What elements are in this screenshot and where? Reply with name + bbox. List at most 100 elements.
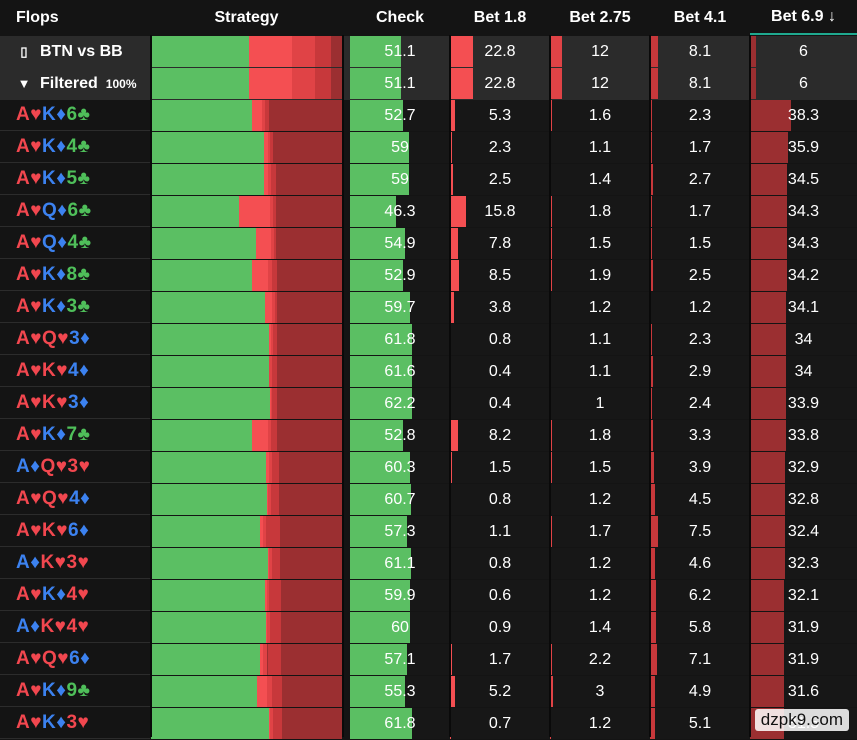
value-bet-1-8[interactable]: 1.1	[450, 516, 550, 547]
flop-cards[interactable]: A♥K♦5♣	[0, 164, 150, 195]
header-bet-4-1[interactable]: Bet 4.1	[650, 0, 750, 35]
value-bet-2-75[interactable]: 1.5	[550, 452, 650, 483]
value-bet-4-1[interactable]: 1.5	[650, 228, 750, 259]
value-bet-1-8[interactable]: 1.5	[450, 452, 550, 483]
value-bet-1-8[interactable]: 5.3	[450, 100, 550, 131]
value-bet-6-9[interactable]: 34.3	[750, 196, 857, 227]
header-flops[interactable]: Flops	[0, 0, 150, 35]
header-strategy[interactable]: Strategy	[151, 0, 342, 35]
flop-cards[interactable]: A♥K♦3♣	[0, 292, 150, 323]
value-bet-6-9[interactable]: 34	[750, 356, 857, 387]
value-bet-4-1[interactable]: 2.3	[650, 100, 750, 131]
value-bet-6-9[interactable]: 34.2	[750, 260, 857, 291]
value-bet-1-8[interactable]: 0.7	[450, 708, 550, 739]
flop-cards[interactable]: A♥K♦4♣	[0, 132, 150, 163]
value-bet-2-75[interactable]: 1.7	[550, 516, 650, 547]
value-bet-4-1[interactable]: 3.3	[650, 420, 750, 451]
value-bet-2-75[interactable]: 3	[550, 676, 650, 707]
value-bet-6-9[interactable]: 32.4	[750, 516, 857, 547]
value-check[interactable]: 52.7	[350, 100, 450, 131]
value-check[interactable]: 61.8	[350, 708, 450, 739]
flop-cards[interactable]: A♥Q♥6♦	[0, 644, 150, 675]
bookmark-icon[interactable]: ▯	[16, 44, 32, 60]
value-check[interactable]: 61.8	[350, 324, 450, 355]
flop-cards[interactable]: A♥Q♥4♦	[0, 484, 150, 515]
flop-cards[interactable]: A♥K♦8♣	[0, 260, 150, 291]
header-bet-2-75[interactable]: Bet 2.75	[550, 0, 650, 35]
value-check[interactable]: 59.7	[350, 292, 450, 323]
value-check[interactable]: 61.6	[350, 356, 450, 387]
value-check[interactable]: 51.1	[350, 68, 450, 99]
value-bet-1-8[interactable]: 22.8	[450, 36, 550, 67]
value-check[interactable]: 59	[350, 132, 450, 163]
value-bet-4-1[interactable]: 4.9	[650, 676, 750, 707]
flop-cards[interactable]: A♥K♦7♣	[0, 420, 150, 451]
value-bet-2-75[interactable]: 1.4	[550, 164, 650, 195]
value-bet-2-75[interactable]: 2.2	[550, 644, 650, 675]
value-bet-6-9[interactable]: 31.9	[750, 612, 857, 643]
value-bet-2-75[interactable]: 12	[550, 36, 650, 67]
flop-cards[interactable]: A♥K♦6♣	[0, 100, 150, 131]
value-bet-6-9[interactable]: 34.3	[750, 228, 857, 259]
value-bet-6-9[interactable]: 35.9	[750, 132, 857, 163]
value-bet-4-1[interactable]: 5.8	[650, 612, 750, 643]
value-bet-4-1[interactable]: 6.2	[650, 580, 750, 611]
flop-cards[interactable]: A♥Q♦6♣	[0, 196, 150, 227]
value-bet-1-8[interactable]: 1.7	[450, 644, 550, 675]
value-bet-4-1[interactable]: 4.5	[650, 484, 750, 515]
value-bet-6-9[interactable]: 33.8	[750, 420, 857, 451]
flop-cards[interactable]: A♥Q♥3♦	[0, 324, 150, 355]
value-bet-4-1[interactable]: 1.2	[650, 292, 750, 323]
value-bet-2-75[interactable]: 1.2	[550, 580, 650, 611]
value-check[interactable]: 59	[350, 164, 450, 195]
flop-cards[interactable]: A♥K♦4♥	[0, 580, 150, 611]
value-bet-2-75[interactable]: 1.1	[550, 356, 650, 387]
value-check[interactable]: 46.3	[350, 196, 450, 227]
flop-cards[interactable]: A♥K♥4♦	[0, 356, 150, 387]
flop-cards[interactable]: A♥Q♦4♣	[0, 228, 150, 259]
value-bet-2-75[interactable]: 1.2	[550, 292, 650, 323]
header-bet-6-9-sorted[interactable]: Bet 6.9 ↓	[750, 0, 857, 35]
value-bet-1-8[interactable]: 0.4	[450, 388, 550, 419]
value-bet-6-9[interactable]: 34.5	[750, 164, 857, 195]
value-bet-1-8[interactable]: 0.6	[450, 580, 550, 611]
flop-cards[interactable]: A♥K♥3♦	[0, 388, 150, 419]
value-check[interactable]: 57.1	[350, 644, 450, 675]
value-bet-1-8[interactable]: 5.2	[450, 676, 550, 707]
value-bet-2-75[interactable]: 1.6	[550, 100, 650, 131]
value-bet-4-1[interactable]: 3.9	[650, 452, 750, 483]
value-check[interactable]: 54.9	[350, 228, 450, 259]
value-check[interactable]: 61.1	[350, 548, 450, 579]
value-bet-4-1[interactable]: 4.6	[650, 548, 750, 579]
flop-cards[interactable]: A♦K♥4♥	[0, 612, 150, 643]
value-bet-6-9[interactable]: 34.1	[750, 292, 857, 323]
value-check[interactable]: 55.3	[350, 676, 450, 707]
value-check[interactable]: 62.2	[350, 388, 450, 419]
value-bet-2-75[interactable]: 1.2	[550, 484, 650, 515]
value-check[interactable]: 52.8	[350, 420, 450, 451]
value-bet-6-9[interactable]: 34	[750, 324, 857, 355]
value-check[interactable]: 60	[350, 612, 450, 643]
value-bet-4-1[interactable]: 7.1	[650, 644, 750, 675]
value-bet-1-8[interactable]: 2.3	[450, 132, 550, 163]
value-bet-1-8[interactable]: 7.8	[450, 228, 550, 259]
value-bet-1-8[interactable]: 0.8	[450, 324, 550, 355]
value-bet-4-1[interactable]: 2.3	[650, 324, 750, 355]
flop-cards[interactable]: A♦K♥3♥	[0, 548, 150, 579]
value-bet-4-1[interactable]: 8.1	[650, 36, 750, 67]
value-bet-1-8[interactable]: 8.2	[450, 420, 550, 451]
